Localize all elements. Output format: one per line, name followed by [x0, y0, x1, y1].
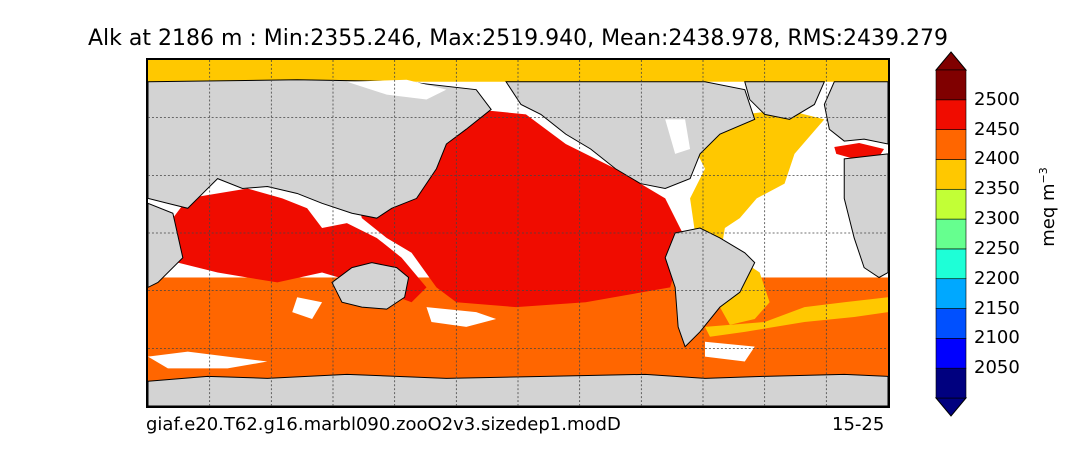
- colorbar-tick-label: 2250: [974, 237, 1020, 259]
- colorbar-extend-low: [934, 397, 968, 417]
- colorbar-extend-high: [934, 51, 968, 71]
- colorbar-swatch: [935, 188, 967, 220]
- colorbar-tick-label: 2100: [974, 327, 1020, 349]
- colorbar-swatch: [935, 129, 967, 160]
- colorbar-tick-label: 2350: [974, 178, 1020, 200]
- colorbar-swatch: [935, 248, 967, 280]
- australia-land: [331, 262, 410, 310]
- colorbar-tick-label: 2300: [974, 208, 1020, 230]
- colorbar-swatch: [935, 218, 967, 250]
- eurasia-west-land: [823, 81, 888, 145]
- colorbar-tick-label: 2400: [974, 148, 1020, 170]
- colorbar-swatch: [935, 367, 967, 399]
- colorbar-tick-label: 2150: [974, 297, 1020, 319]
- missing-patch: [704, 341, 755, 362]
- colorbar-tick-label: 2500: [974, 88, 1020, 110]
- north-america-land: [505, 81, 756, 190]
- colorbar-swatch: [935, 159, 967, 190]
- mediterranean-region: [834, 143, 885, 159]
- missing-patch: [665, 119, 691, 154]
- unit-base: meq m: [1038, 183, 1059, 247]
- colorbar-tick-label: 2050: [974, 357, 1020, 379]
- colorbar-tick-label: 2200: [974, 267, 1020, 289]
- depth-range-caption: 15-25: [832, 414, 885, 435]
- unit-exponent: −3: [1037, 167, 1050, 184]
- colorbar-unit-label: meq m−3: [1037, 167, 1059, 247]
- missing-patch: [426, 307, 497, 327]
- south-america-land: [664, 227, 756, 348]
- world-map: [146, 58, 890, 408]
- map-gridlines: [148, 60, 888, 406]
- colorbar-swatch: [935, 308, 967, 339]
- atlantic-south-region: [704, 297, 888, 337]
- africa-land: [148, 153, 888, 288]
- colorbar-swatch: [935, 278, 967, 309]
- eurasia-land: [148, 79, 492, 219]
- arctic-ocean-region: [148, 60, 888, 82]
- map-title: Alk at 2186 m : Min:2355.246, Max:2519.9…: [88, 26, 948, 51]
- colorbar: [934, 51, 968, 417]
- missing-patch: [346, 79, 447, 100]
- colorbar-swatch: [935, 338, 967, 369]
- run-name-caption: giaf.e20.T62.g16.marbl090.zooO2v3.sizede…: [146, 414, 621, 435]
- map-canvas: [148, 60, 888, 406]
- missing-patch: [292, 297, 323, 320]
- colorbar-swatch: [935, 99, 967, 130]
- missing-patch: [148, 351, 268, 369]
- colorbar-tick-label: 2450: [974, 118, 1020, 140]
- greenland-land: [744, 81, 826, 120]
- colorbar-swatch: [935, 69, 967, 101]
- missing-data: [148, 79, 755, 369]
